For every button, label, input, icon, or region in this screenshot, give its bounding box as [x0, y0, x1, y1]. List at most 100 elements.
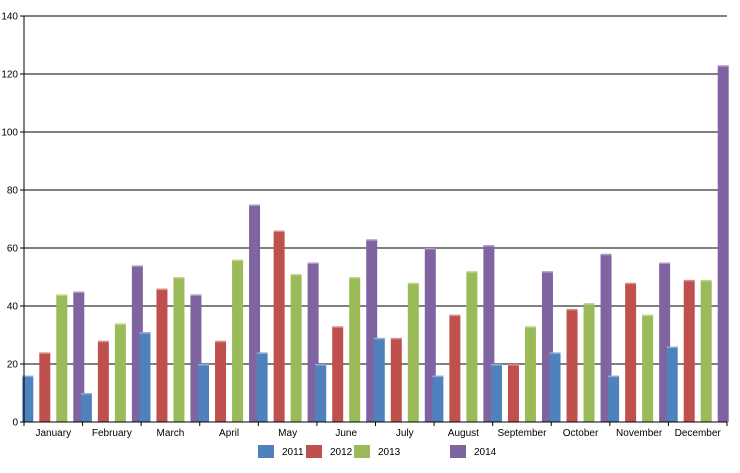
x-tick-label: April [219, 428, 239, 439]
bar-2014-november [659, 262, 671, 422]
bar-2014-june [366, 239, 378, 422]
bar-2012-january [39, 352, 51, 422]
x-tick-label: February [92, 428, 132, 439]
legend-swatch-2011 [258, 445, 274, 458]
bar-highlight [600, 253, 612, 256]
bar-2012-june [332, 326, 344, 422]
bar-2013-october [583, 303, 595, 422]
bar-highlight [315, 364, 327, 366]
bar-highlight [307, 262, 319, 264]
bar-2014-may [307, 262, 319, 422]
x-tick-label: January [36, 428, 72, 439]
y-tick-label: 20 [7, 360, 19, 371]
bar-highlight [490, 364, 502, 366]
bar-highlight [549, 352, 561, 354]
bar-series [22, 65, 729, 423]
bar-highlight [466, 271, 478, 273]
bar-2013-september [524, 326, 536, 422]
bar-highlight [432, 375, 444, 378]
bar-highlight [232, 259, 244, 262]
bar-2011-april [198, 364, 210, 422]
bar-2013-january [56, 294, 68, 422]
bar-highlight [332, 326, 344, 328]
bar-2012-april [215, 340, 227, 422]
bar-highlight [290, 274, 302, 276]
bar-highlight [139, 332, 151, 334]
x-tick-label: July [396, 428, 414, 439]
bar-2012-february [97, 340, 109, 422]
bar-highlight [717, 65, 729, 67]
y-tick-label: 120 [1, 70, 18, 81]
y-tick-label: 140 [1, 12, 18, 23]
bar-highlight [22, 375, 34, 378]
legend-swatch-2013 [354, 445, 370, 458]
x-tick-label: December [675, 428, 722, 439]
bar-2013-august [466, 271, 478, 422]
bar-highlight [608, 375, 620, 378]
bar-highlight [114, 323, 126, 325]
bar-highlight [73, 291, 85, 293]
x-tick-label: September [497, 428, 547, 439]
bar-2011-september [490, 364, 502, 422]
x-tick-label: August [448, 428, 479, 439]
y-tick-label: 80 [7, 186, 19, 197]
bar-2011-march [139, 332, 151, 422]
bar-2011-february [80, 393, 92, 422]
legend-label-2011: 2011 [282, 447, 304, 458]
bar-highlight [449, 314, 461, 317]
bar-highlight [97, 340, 109, 343]
bar-highlight [39, 352, 51, 354]
bar-2014-january [73, 291, 85, 422]
bar-highlight [483, 245, 495, 247]
bar-highlight [507, 364, 519, 366]
bar-2012-march [156, 288, 168, 422]
bar-2012-december [683, 279, 695, 422]
bar-highlight [424, 248, 436, 250]
bar-highlight [583, 303, 595, 305]
bar-highlight [625, 282, 637, 285]
bar-2012-july [390, 337, 402, 422]
legend-swatch-2012 [306, 445, 322, 458]
bar-highlight [256, 352, 268, 354]
y-tick-label: 40 [7, 302, 19, 313]
bar-highlight [666, 346, 678, 349]
bar-2011-november [608, 375, 620, 422]
bar-2011-july [373, 337, 385, 422]
x-tick-label: November [616, 428, 663, 439]
bar-highlight [215, 340, 227, 343]
legend-label-2012: 2012 [330, 447, 353, 458]
legend-swatch-2014 [450, 445, 466, 458]
bar-2013-may [290, 274, 302, 422]
bar-2014-october [600, 253, 612, 422]
bar-highlight [366, 239, 378, 241]
bar-2014-march [190, 294, 202, 422]
axes: 0 20 40 60 80 100 120 140 January February March Ap… [1, 12, 728, 439]
bar-2013-february [114, 323, 126, 422]
y-tick-label: 0 [12, 418, 18, 429]
bar-highlight [198, 364, 210, 366]
bar-highlight [156, 288, 168, 291]
bar-2014-april [249, 204, 261, 422]
bar-2012-may [273, 230, 285, 422]
legend-label-2013: 2013 [378, 447, 401, 458]
bar-2011-august [432, 375, 444, 422]
bar-2013-april [232, 259, 244, 422]
bar-highlight [659, 262, 671, 264]
bar-2011-may [256, 352, 268, 422]
bar-highlight [273, 230, 285, 233]
bar-highlight [390, 337, 402, 340]
bar-2014-august [483, 245, 495, 422]
bar-2013-june [349, 277, 361, 422]
bar-highlight [683, 279, 695, 282]
bar-2014-july [424, 248, 436, 422]
bar-2014-december [717, 65, 729, 423]
bar-highlight [249, 204, 261, 206]
bar-highlight [642, 314, 654, 317]
bar-highlight [349, 277, 361, 279]
bar-highlight [407, 282, 419, 285]
bar-2012-november [625, 282, 637, 422]
y-tick-label: 100 [1, 128, 18, 139]
bar-2013-july [407, 282, 419, 422]
y-tick-label: 60 [7, 244, 19, 255]
